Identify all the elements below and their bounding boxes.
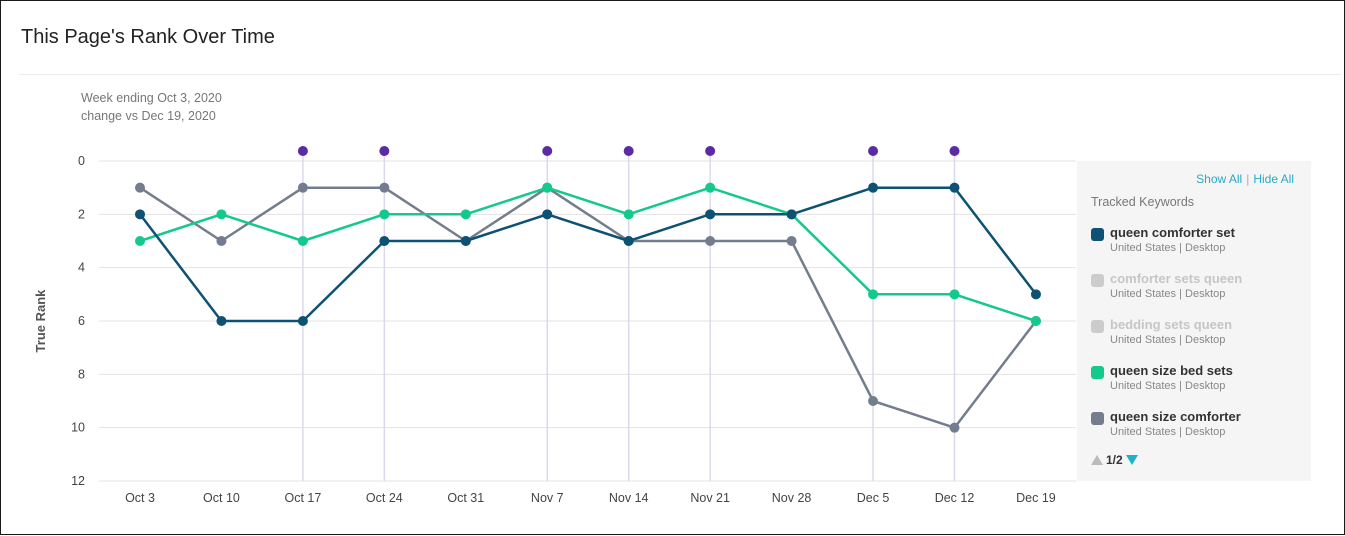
series-line-queen-size-comforter — [139, 186, 1037, 429]
legend-swatch — [1091, 228, 1104, 241]
event-marker-dot — [542, 146, 553, 156]
y-tick-label: 0 — [78, 154, 85, 168]
data-point-queen-size-comforter — [786, 236, 797, 246]
y-axis-label: True Rank — [33, 289, 48, 353]
legend-item-name: bedding sets queen — [1110, 317, 1233, 332]
x-tick-label: Dec 12 — [935, 491, 975, 505]
y-tick-label: 10 — [71, 421, 85, 435]
data-point-queen-comforter-set — [379, 236, 390, 246]
x-tick-label: Nov 28 — [772, 491, 812, 505]
data-point-queen-comforter-set — [460, 236, 471, 246]
legend-controls: Show All | Hide All — [1196, 172, 1294, 186]
x-tick-label: Oct 17 — [284, 491, 321, 505]
data-point-queen-size-bed-sets — [949, 289, 960, 300]
title-divider — [19, 74, 1341, 75]
y-tick-label: 4 — [78, 261, 85, 275]
legend-item-meta: United States | Desktop — [1110, 426, 1226, 438]
series-line-queen-comforter-set — [139, 186, 1037, 323]
legend-separator: | — [1246, 172, 1250, 186]
show-all-link[interactable]: Show All — [1196, 172, 1243, 186]
data-point-queen-comforter-set — [542, 209, 553, 220]
x-tick-label: Oct 3 — [125, 491, 155, 505]
data-point-queen-size-comforter — [949, 422, 960, 433]
data-point-queen-size-bed-sets — [1030, 316, 1041, 326]
legend-item-name: comforter sets queen — [1110, 271, 1243, 286]
data-point-queen-comforter-set — [868, 182, 879, 193]
legend-swatch — [1091, 320, 1104, 333]
event-marker-dot — [297, 146, 308, 156]
data-point-queen-size-bed-sets — [216, 209, 227, 220]
data-point-queen-size-comforter — [135, 182, 145, 193]
legend-item-meta: United States | Desktop — [1110, 380, 1226, 392]
event-marker-dot — [949, 146, 960, 156]
data-point-queen-size-bed-sets — [542, 182, 553, 193]
page-indicator: 1/2 — [1106, 453, 1123, 467]
legend-item-meta: United States | Desktop — [1110, 334, 1226, 346]
x-tick-label: Dec 19 — [1016, 491, 1056, 505]
data-point-queen-comforter-set — [949, 182, 960, 193]
data-point-queen-size-comforter — [379, 182, 390, 193]
legend-item-meta: United States | Desktop — [1110, 242, 1226, 254]
y-tick-label: 12 — [71, 474, 85, 488]
y-tick-label: 2 — [78, 207, 85, 221]
data-point-queen-size-bed-sets — [297, 236, 308, 246]
data-point-queen-comforter-set — [297, 316, 308, 326]
data-point-queen-comforter-set — [1030, 289, 1041, 300]
legend-pager: 1/2 — [1091, 453, 1138, 467]
legend-swatch — [1091, 274, 1104, 287]
x-tick-label: Oct 31 — [447, 491, 484, 505]
x-tick-label: Dec 5 — [857, 491, 890, 505]
data-point-queen-size-bed-sets — [623, 209, 634, 220]
data-point-queen-size-comforter — [216, 236, 227, 246]
x-tick-label: Nov 7 — [531, 491, 564, 505]
change-label: change vs Dec 19, 2020 — [81, 109, 216, 123]
data-point-queen-comforter-set — [135, 209, 145, 220]
y-tick-label: 6 — [78, 314, 85, 328]
legend-item-name: queen comforter set — [1110, 225, 1235, 240]
data-point-queen-comforter-set — [623, 236, 634, 246]
legend-swatch — [1091, 412, 1104, 425]
data-point-queen-size-bed-sets — [868, 289, 879, 300]
data-point-queen-comforter-set — [216, 316, 227, 326]
hide-all-link[interactable]: Hide All — [1253, 172, 1294, 186]
x-tick-label: Oct 10 — [203, 491, 240, 505]
data-point-queen-size-comforter — [705, 236, 716, 246]
data-point-queen-comforter-set — [705, 209, 716, 220]
legend-item-name: queen size bed sets — [1110, 363, 1233, 378]
x-tick-label: Nov 21 — [690, 491, 730, 505]
data-point-queen-size-bed-sets — [705, 182, 716, 193]
legend-item-meta: United States | Desktop — [1110, 288, 1226, 300]
page-title: This Page's Rank Over Time — [21, 26, 275, 48]
data-point-queen-size-comforter — [868, 396, 879, 406]
legend-panel: Show All | Hide All Tracked Keywords queen… — [1077, 161, 1311, 481]
x-tick-label: Oct 24 — [366, 491, 403, 505]
data-point-queen-size-bed-sets — [135, 236, 145, 246]
legend-item-name: queen size comforter — [1110, 409, 1241, 424]
event-marker-dot — [868, 146, 879, 156]
week-label: Week ending Oct 3, 2020 — [81, 91, 222, 105]
data-point-queen-size-bed-sets — [460, 209, 471, 220]
tooltip-info: Week ending Oct 3, 2020 change vs Dec 19… — [81, 89, 222, 125]
event-marker-dot — [705, 146, 716, 156]
event-marker-dot — [379, 146, 390, 156]
legend-heading: Tracked Keywords — [1091, 195, 1195, 209]
data-point-queen-size-bed-sets — [379, 209, 390, 220]
series-line-queen-size-bed-sets — [139, 186, 1037, 323]
x-tick-label: Nov 14 — [609, 491, 649, 505]
y-tick-label: 8 — [78, 367, 85, 381]
event-marker-dot — [623, 146, 634, 156]
data-point-queen-size-comforter — [297, 182, 308, 193]
page-down-icon[interactable] — [1125, 455, 1138, 465]
page-up-icon[interactable] — [1091, 455, 1103, 465]
data-point-queen-comforter-set — [786, 209, 797, 220]
legend-swatch — [1091, 366, 1104, 379]
